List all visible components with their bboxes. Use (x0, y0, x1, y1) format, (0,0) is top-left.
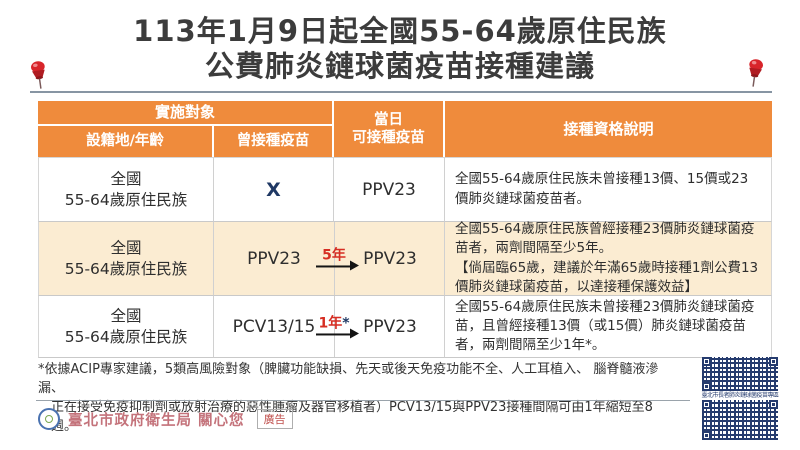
qr-finder-icon (769, 400, 778, 409)
agency-name: 臺北市政府衛生局 關心您 (68, 412, 245, 429)
row2-note-cell: 全國55-64歲原住民族曾經接種23價肺炎鏈球菌疫苗者，兩劑間隔至少5年。 【倘… (445, 221, 772, 296)
row3-interval-arrow: 1年* (309, 314, 359, 338)
column-divider (334, 296, 335, 357)
header-target-group: 實施對象 (38, 101, 334, 126)
row2-transition-cell: PPV23 PPV23 5年 (214, 222, 445, 296)
row3-age: 55-64歲原住民族 (64, 327, 188, 346)
qr-finder-icon (702, 431, 711, 440)
header-today-vaccine: 當日 可接種疫苗 (334, 101, 445, 157)
acip-footnote: *依據ACIP專家建議，5類高風險對象（脾臟功能缺損、先天或後天免疫功能不全、人… (38, 361, 678, 436)
row1-today-vaccine-cell: PPV23 (334, 157, 445, 222)
header-today-line-2: 可接種疫苗 (352, 130, 425, 146)
header-today-line-1: 當日 (374, 111, 403, 128)
ad-badge: 廣告 (256, 409, 293, 429)
footer: 臺北市政府衛生局 關心您 廣告 (38, 408, 293, 430)
row1-note-text: 全國55-64歲原住民族未曾接種13價、15價或23價肺炎鏈球菌疫苗者。 (455, 171, 749, 207)
row3-note-cell: 全國55-64歲原住民族未曾接種23價肺炎鏈球菌疫苗，且曾經接種13價（或15價… (445, 296, 772, 358)
row3-transition-cell: PCV13/15 PPV23 1年* (214, 296, 445, 358)
row2-today-vaccine: PPV23 (363, 248, 417, 269)
row2-age: 55-64歲原住民族 (64, 259, 188, 278)
footnote-line-1: *依據ACIP專家建議，5類高風險對象（脾臟功能缺損、先天或後天免疫功能不全、人… (38, 362, 659, 396)
row1-prior-vaccine-cell: X (214, 157, 334, 222)
row2-region: 全國 (110, 238, 142, 257)
qr-code-bottom (702, 400, 778, 440)
row2-interval-arrow: 5年 (309, 246, 359, 270)
qr-panel: 臺北市長者肺炎鏈球菌疫苗專區 (700, 357, 780, 440)
title-divider (30, 91, 772, 93)
row3-target-cell: 全國 55-64歲原住民族 (38, 296, 214, 358)
row3-today-vaccine: PPV23 (363, 316, 417, 337)
row1-age: 55-64歲原住民族 (64, 190, 188, 209)
row3-note-text: 全國55-64歲原住民族未曾接種23價肺炎鏈球菌疫苗，且曾經接種13價（或15價… (455, 298, 755, 354)
page-title-line-1: 113年1月9日起全國55-64歲原住民族 (133, 14, 667, 48)
row2-interval-label: 5年 (322, 246, 346, 263)
row3-interval-label: 1年 (318, 314, 343, 331)
row2-target-cell: 全國 55-64歲原住民族 (38, 222, 214, 296)
row3-region: 全國 (110, 306, 142, 325)
row1-target-cell: 全國 55-64歲原住民族 (38, 157, 214, 222)
qr-finder-icon (702, 400, 711, 409)
qr-caption: 臺北市長者肺炎鏈球菌疫苗專區 (701, 392, 779, 399)
qr-code-top (702, 357, 778, 391)
pushpin-icon (749, 59, 763, 87)
qr-finder-icon (702, 357, 711, 366)
header-prior-vaccine: 曾接種疫苗 (214, 126, 334, 157)
page-title-line-2: 公費肺炎鏈球菌疫苗接種建議 (204, 49, 595, 84)
row1-region: 全國 (110, 169, 142, 188)
row2-note-bracket-text: 【倘屆臨65歲，建議於年滿65歲時接種1劑公費13價肺炎鏈球菌疫苗，以達接種保護… (455, 259, 759, 295)
column-divider (334, 222, 335, 295)
right-arrow-icon (316, 329, 359, 338)
row2-note-text: 全國55-64歲原住民族曾經接種23價肺炎鏈球菌疫苗者，兩劑間隔至少5年。 (455, 221, 755, 257)
row3-interval-star: * (342, 314, 350, 331)
row1-note-cell: 全國55-64歲原住民族未曾接種13價、15價或23價肺炎鏈球菌疫苗者。 (445, 157, 772, 222)
vaccine-recommendation-table: 實施對象 設籍地/年齡 曾接種疫苗 當日 可接種疫苗 接種資格說明 全國 55-… (38, 101, 772, 358)
footer-divider (36, 400, 690, 401)
row2-prior-vaccine: PPV23 (247, 248, 301, 269)
health-bureau-logo-icon (38, 408, 60, 430)
right-arrow-icon (316, 261, 359, 270)
pushpin-icon (31, 61, 45, 89)
header-residence-age: 設籍地/年齡 (38, 126, 214, 157)
row3-prior-vaccine: PCV13/15 (232, 316, 316, 337)
qr-finder-icon (769, 357, 778, 366)
page-title: 113年1月9日起全國55-64歲原住民族 公費肺炎鏈球菌疫苗接種建議 (0, 14, 800, 85)
qr-finder-icon (702, 382, 711, 391)
header-eligibility: 接種資格說明 (445, 101, 772, 157)
